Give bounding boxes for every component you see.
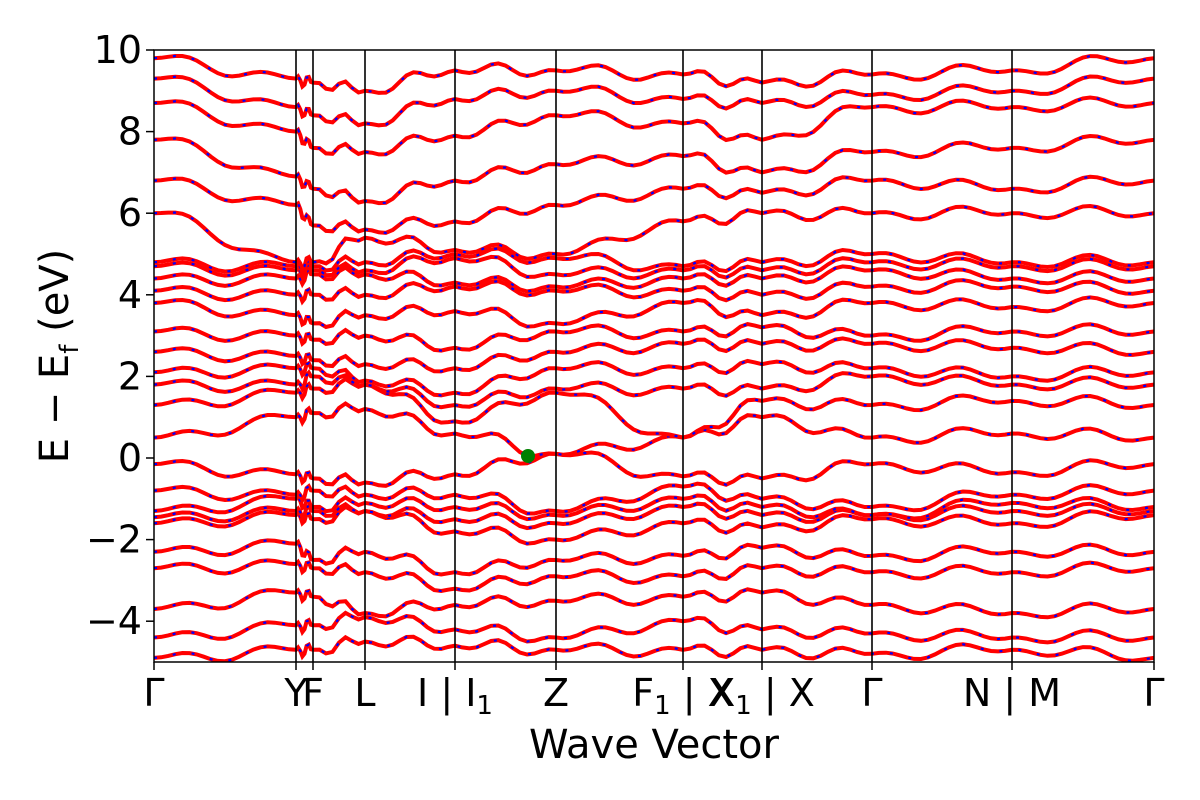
x-axis: Γ YF L I | I1 Z F1 | XX1 | X Γ N | M Γ: [143, 662, 1165, 721]
y-axis: −4 −2 0 2 4 6 8 10: [86, 28, 154, 643]
band-c2: [154, 376, 1154, 440]
band-c16: [154, 74, 1154, 128]
plot-frame: [153, 49, 1155, 663]
x-tick-label-10: Γ: [1143, 671, 1164, 715]
band-c13-dashed: [154, 175, 1154, 235]
y-axis-title: E − Ef (eV): [32, 249, 85, 464]
x-tick-label-9: N | M: [963, 671, 1061, 716]
x-tick-label-8: Γ: [861, 671, 882, 715]
y-tick-label-6: 8: [118, 110, 142, 154]
marker-layer: [521, 448, 535, 463]
x-tick-label-4: I | I1: [417, 671, 493, 721]
x-tick-label-0: Γ: [143, 671, 164, 715]
band-c5: [154, 336, 1154, 374]
y-axis-title-unit: (eV): [32, 249, 78, 345]
band-v4-dashed: [154, 502, 1154, 530]
band-c4-dashed: [154, 359, 1154, 397]
x-tick-label-1: Y: [283, 671, 308, 715]
band-v8-dashed: [154, 588, 1154, 619]
band-v2: [154, 481, 1154, 516]
band-c15-dashed: [154, 96, 1154, 156]
band-v3-dashed: [154, 494, 1154, 521]
band-v10: [154, 634, 1154, 662]
y-tick-label-5: 6: [118, 191, 142, 235]
y-axis-title-main: E − E: [32, 354, 78, 464]
y-tick-label-3: 2: [118, 354, 142, 398]
y-tick-label-7: 10: [94, 28, 142, 72]
band-c8: [154, 278, 1154, 306]
band-c1: [154, 401, 1154, 458]
x-axis-title: Wave Vector: [529, 722, 780, 768]
y-tick-label-2: 0: [118, 436, 142, 480]
band-v1: [154, 450, 1154, 488]
band-c10-dashed: [154, 255, 1154, 280]
band-c3: [154, 369, 1154, 410]
band-v5-dashed: [154, 505, 1154, 545]
band-v9-dashed: [154, 611, 1154, 644]
y-tick-label-0: −4: [86, 599, 142, 643]
band-v7-dashed: [154, 559, 1154, 593]
bands-layer: [154, 54, 1154, 662]
x-tick-label-2: F: [302, 671, 324, 715]
band-c12: [154, 203, 1154, 273]
x-tick-label-3: L: [354, 671, 375, 715]
x-tick-label-6: F1 | X: [632, 671, 733, 721]
highlight-marker: [521, 448, 535, 463]
band-c6-dashed: [154, 322, 1154, 352]
band-c17: [154, 54, 1154, 95]
kpoint-lines: [295, 50, 1013, 662]
y-tick-label-4: 4: [118, 273, 142, 317]
band-c14-dashed: [154, 134, 1154, 205]
y-tick-label-1: −2: [86, 518, 142, 562]
y-axis-title-sub: f: [55, 344, 85, 354]
x-tick-label-5: Z: [543, 671, 569, 715]
band-c7: [154, 295, 1154, 330]
band-v6: [154, 538, 1154, 577]
x-tick-label-7: X1 | X: [709, 671, 815, 721]
